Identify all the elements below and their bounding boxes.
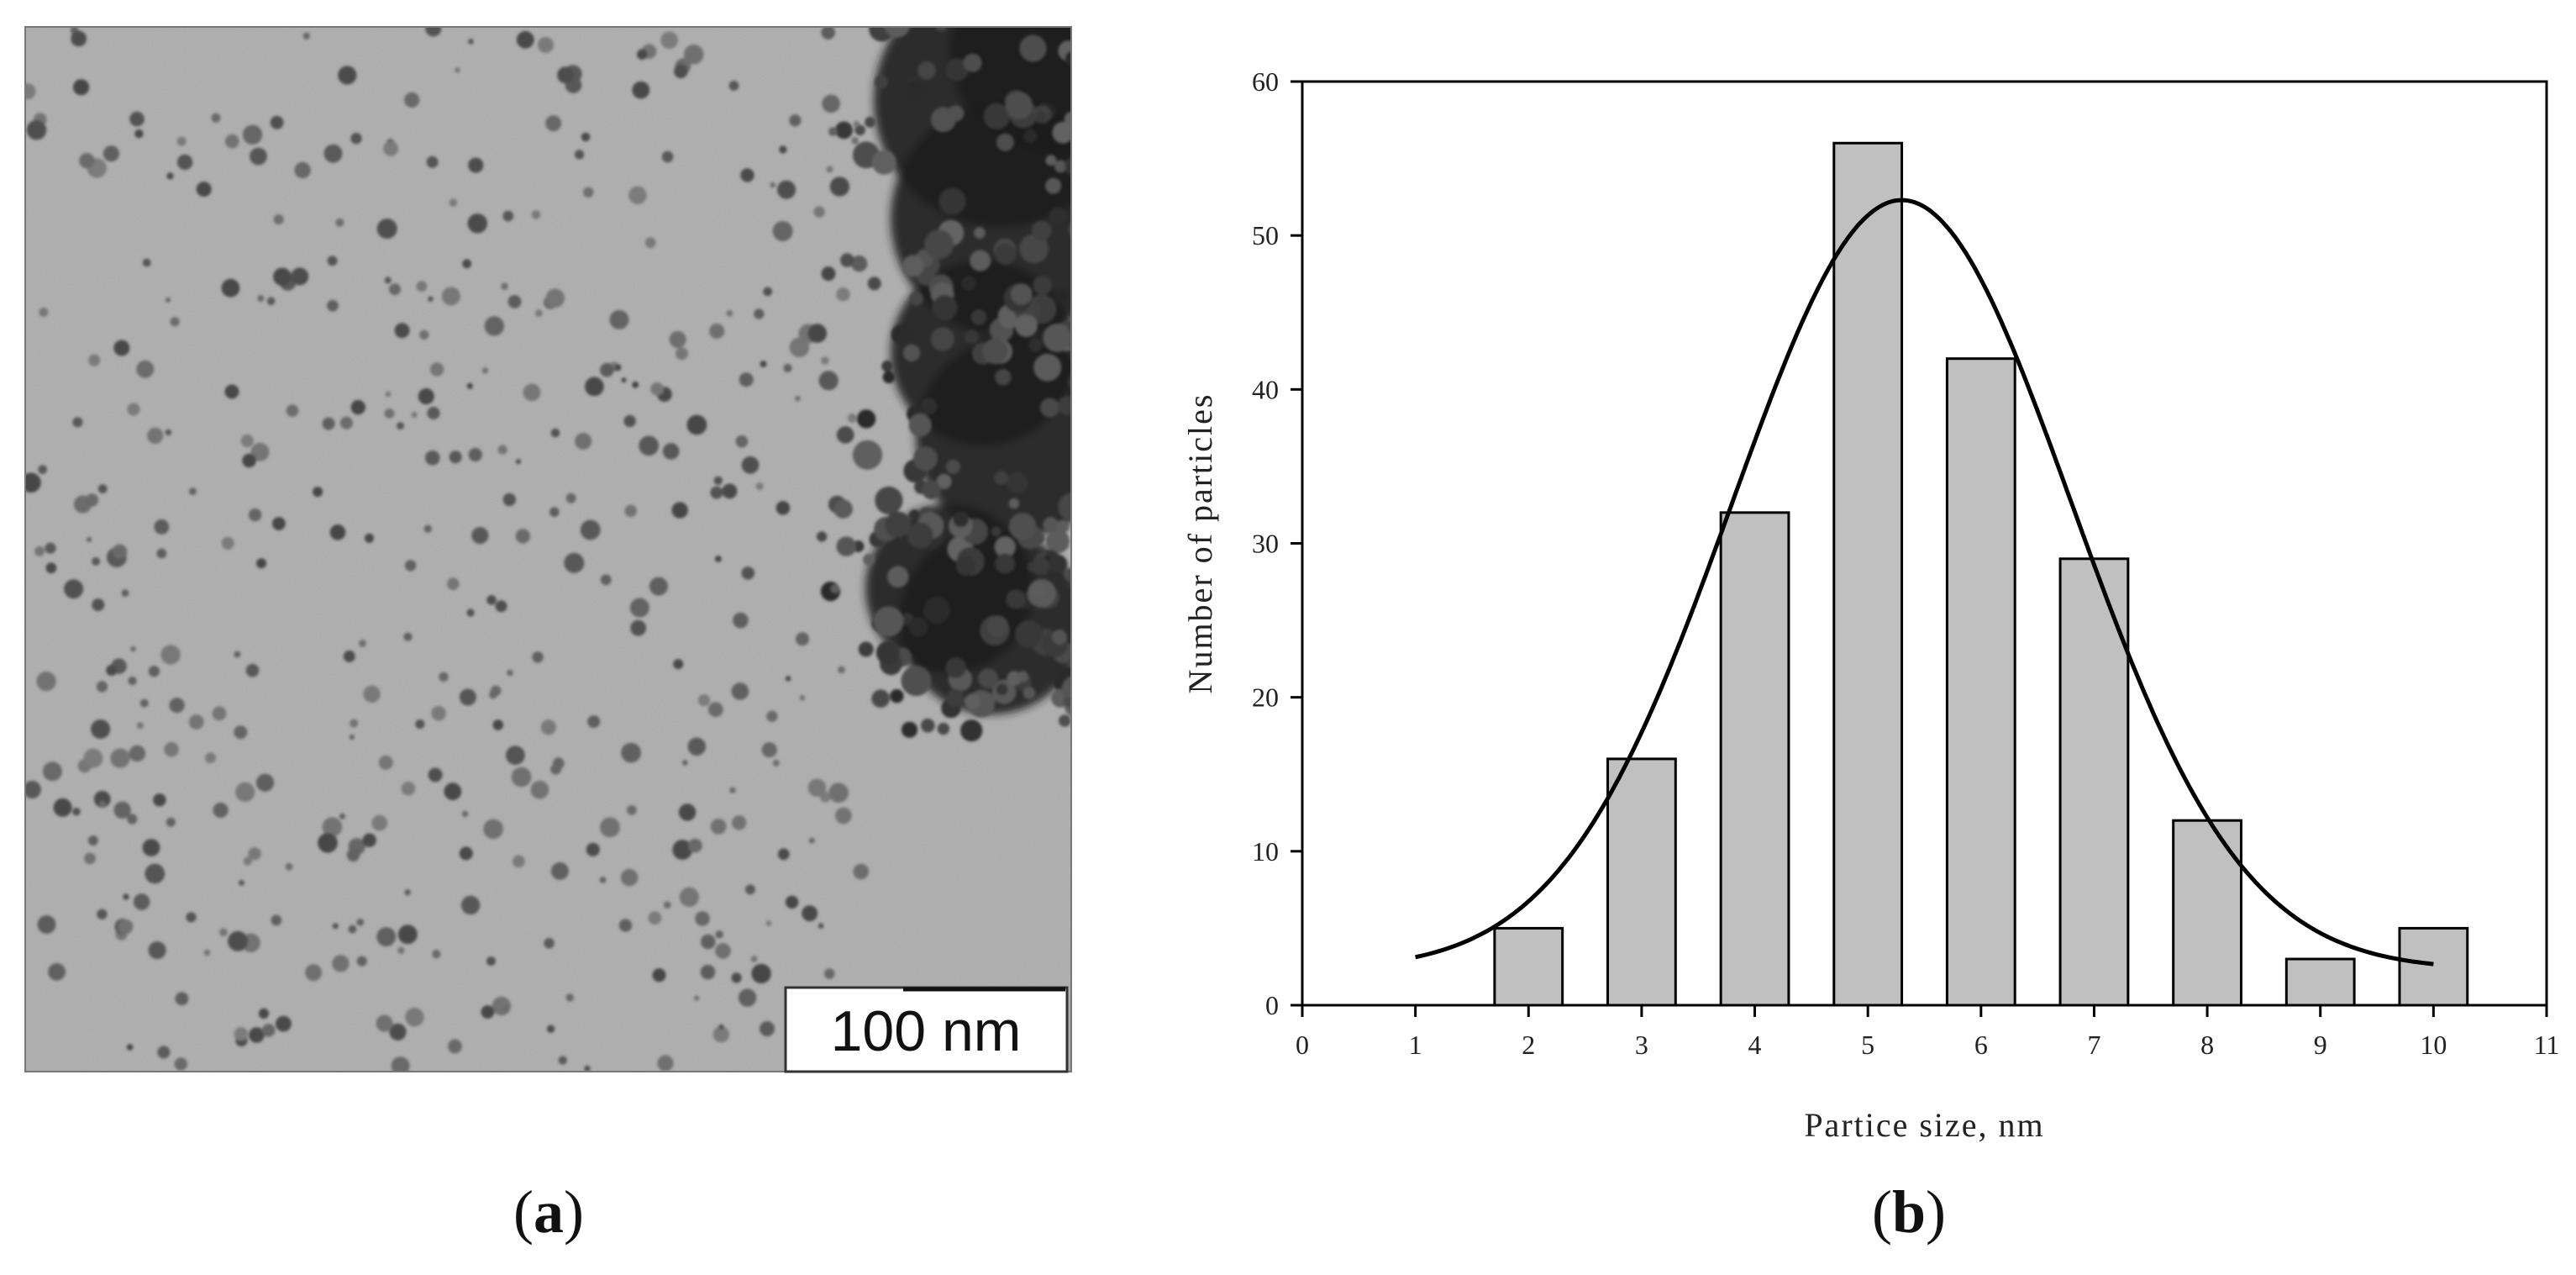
bar-5	[1832, 141, 1904, 1007]
gaussian-fit-curve	[1415, 198, 2434, 967]
bar-8	[2172, 819, 2242, 1007]
y-tick-label-50: 50	[1252, 220, 1279, 250]
panel-a: 100 nm (a)	[0, 0, 1176, 1275]
x-axis-label: Partice size, nm	[1804, 1106, 2044, 1144]
y-axis-label: Number of particles	[1181, 393, 1219, 694]
plot-frame	[1301, 80, 2548, 1007]
panel-b-label: (b)	[1872, 1178, 1946, 1246]
scale-bar-text: 100 nm	[831, 999, 1022, 1063]
bar-10	[2398, 926, 2469, 1007]
x-tick-label-11: 11	[2534, 1030, 2560, 1060]
x-tick-label-10: 10	[2420, 1030, 2447, 1060]
scale-bar: 100 nm	[784, 986, 1069, 1073]
x-tick-label-5: 5	[1861, 1030, 1874, 1060]
bar-4	[1719, 511, 1790, 1007]
bars-layer	[1493, 141, 2469, 1007]
y-tick-label-40: 40	[1252, 374, 1279, 404]
bar-7	[2058, 557, 2130, 1007]
histogram-chart: 0 1 2 3 4 5 6 7 8 9 10 11 0 10 20 30 40 50 60 Partice size…	[1181, 66, 2559, 1246]
x-tick-label-3: 3	[1635, 1030, 1648, 1060]
y-tick-label-10: 10	[1252, 836, 1279, 867]
y-tick-label-0: 0	[1265, 990, 1279, 1020]
x-tick-label-0: 0	[1296, 1030, 1309, 1060]
x-tick-label-8: 8	[2200, 1030, 2214, 1060]
panel-a-label: (a)	[513, 1178, 584, 1246]
tem-micrograph: 100 nm (a)	[24, 26, 1072, 1246]
panel-b: 0 1 2 3 4 5 6 7 8 9 10 11 0 10 20 30 40 50 60 Partice size…	[1176, 0, 2576, 1275]
bar-9	[2284, 957, 2356, 1007]
y-tick-label-30: 30	[1252, 529, 1279, 559]
bar-3	[1606, 757, 1677, 1007]
ticks-layer: 0 1 2 3 4 5 6 7 8 9 10 11 0 10 20 30 40 50 60	[1252, 66, 2559, 1060]
bar-2	[1493, 926, 1564, 1007]
x-tick-label-6: 6	[1974, 1030, 1988, 1060]
bar-6	[1945, 357, 2016, 1007]
x-tick-label-7: 7	[2087, 1030, 2100, 1060]
y-tick-label-20: 20	[1252, 682, 1279, 713]
x-tick-label-2: 2	[1522, 1030, 1535, 1060]
x-tick-label-9: 9	[2314, 1030, 2327, 1060]
y-tick-label-60: 60	[1252, 66, 1279, 97]
x-tick-label-4: 4	[1748, 1030, 1762, 1060]
x-tick-label-1: 1	[1409, 1030, 1422, 1060]
